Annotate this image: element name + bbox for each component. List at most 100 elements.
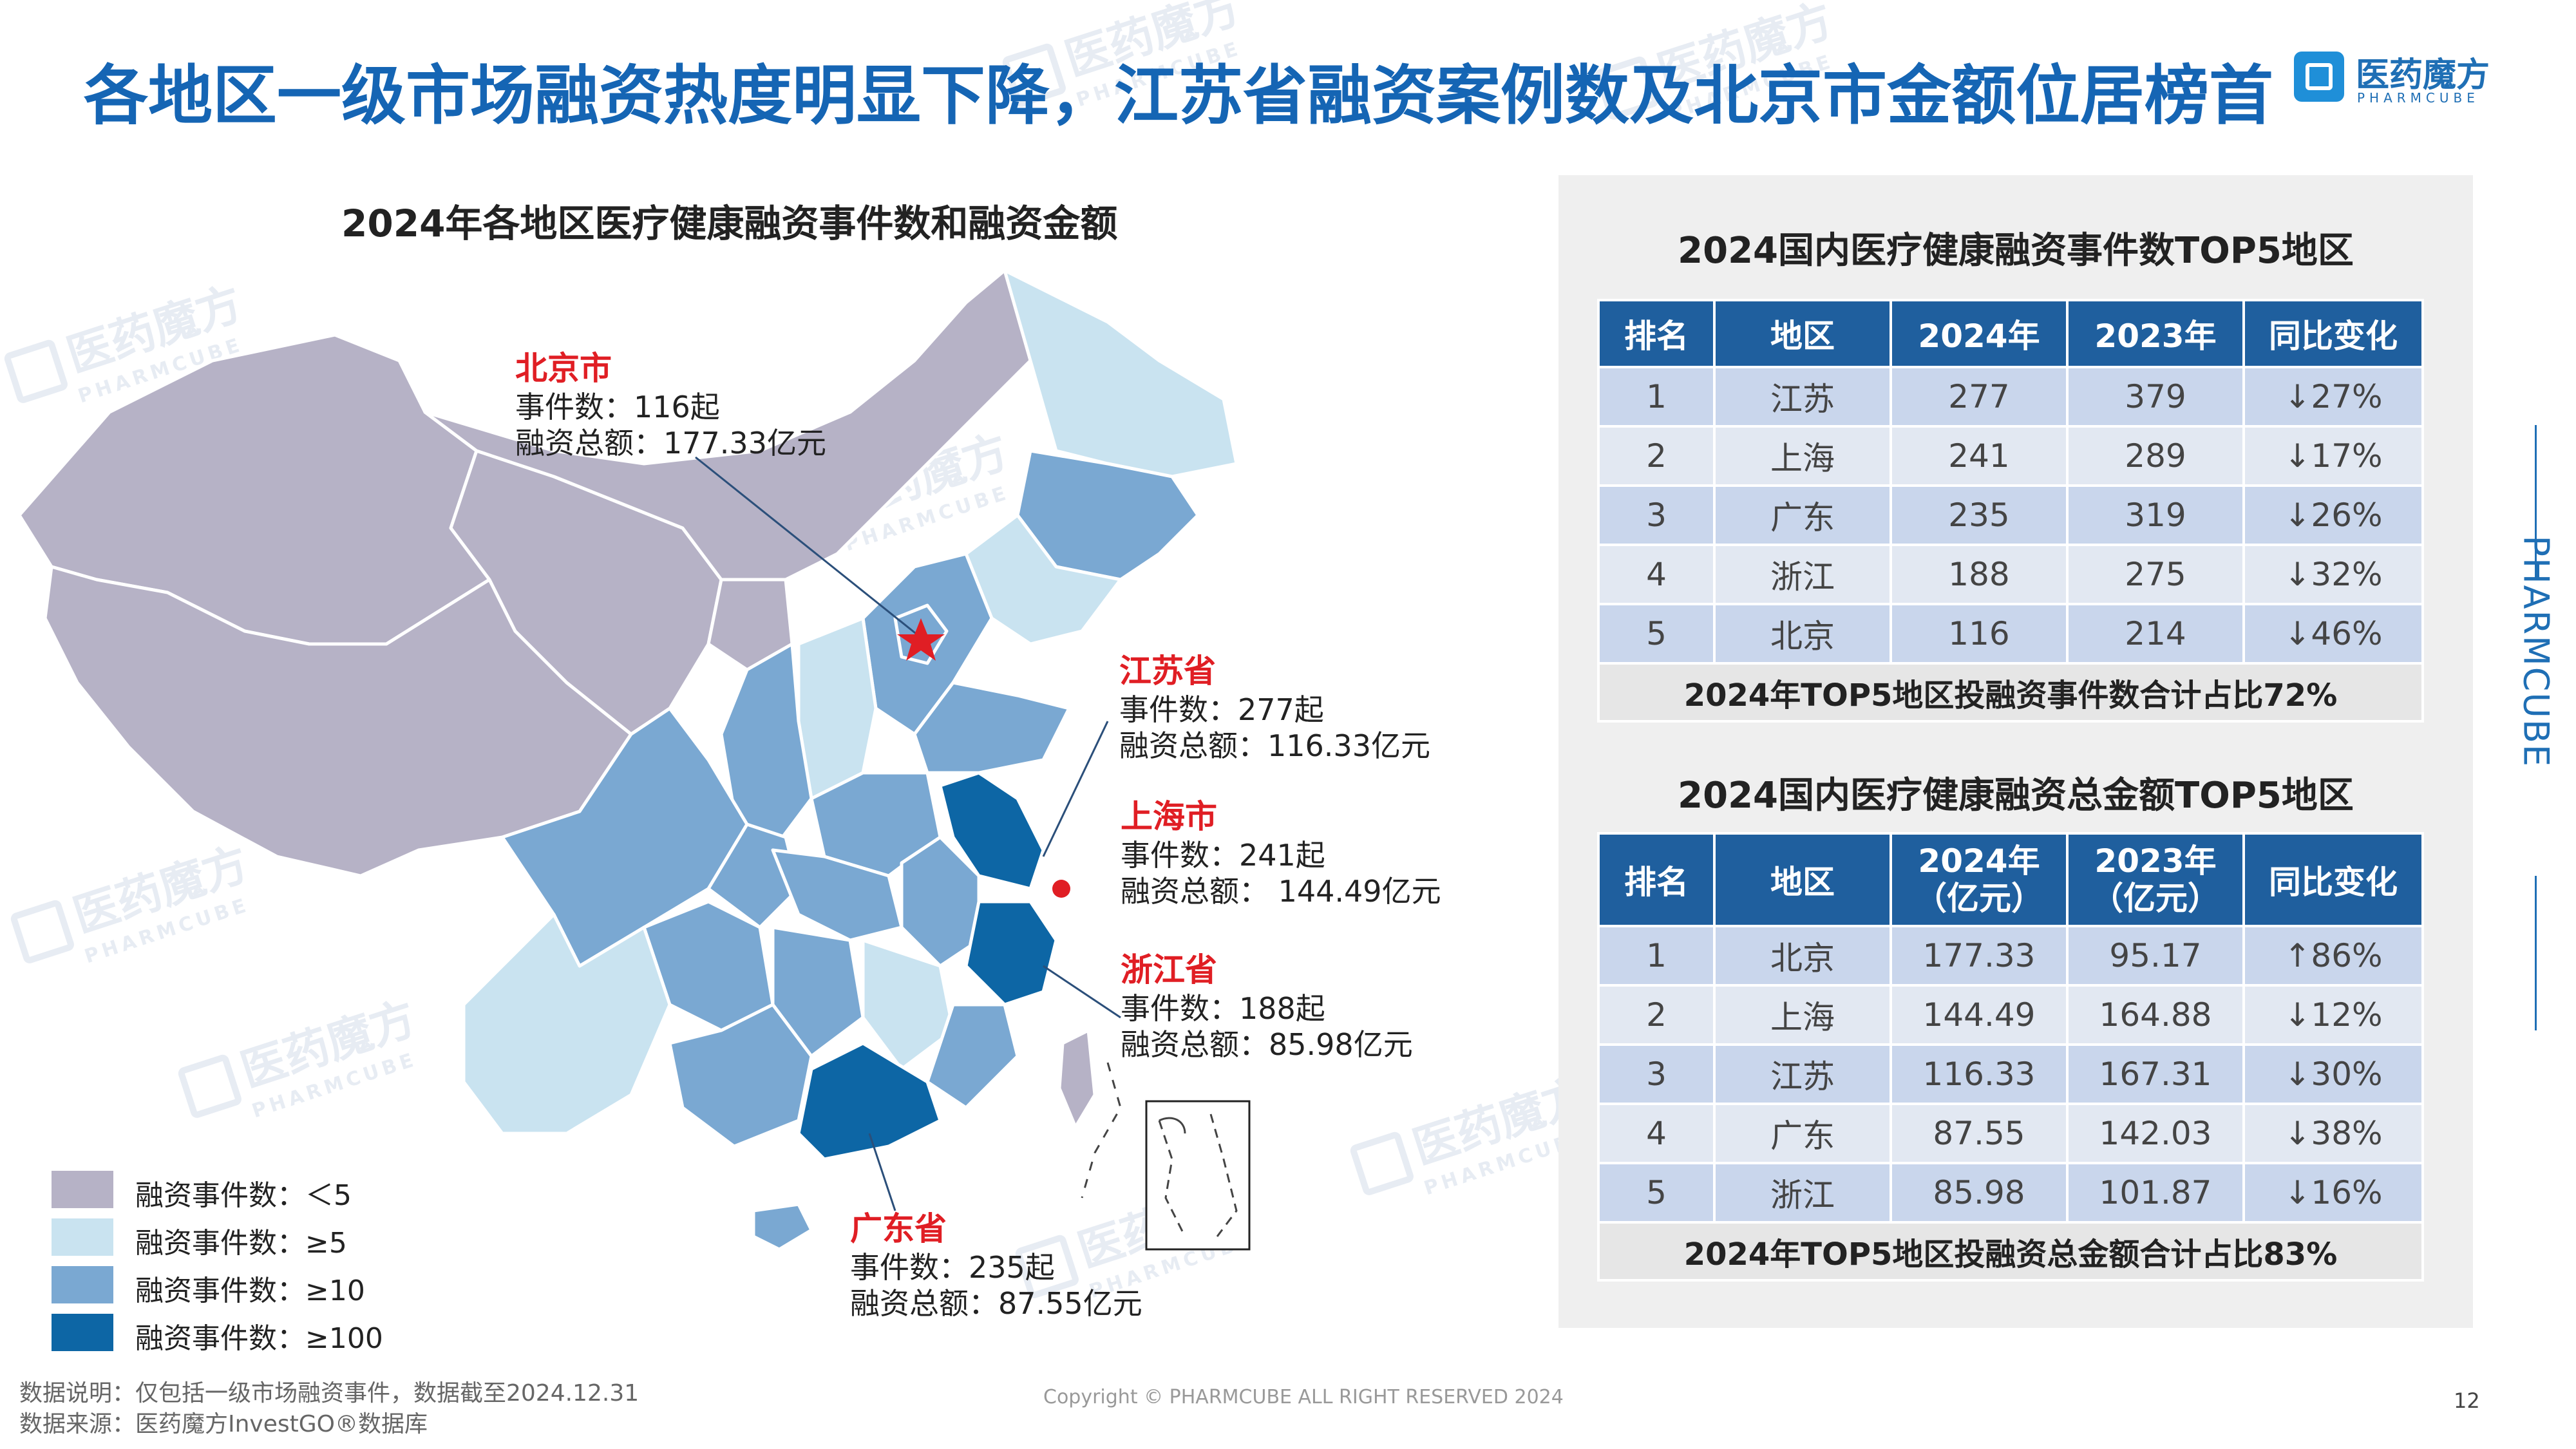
table-cell: 3: [1597, 484, 1716, 546]
table-cell: 116.33: [1889, 1043, 2069, 1105]
region-zhejiang: [964, 900, 1058, 1007]
side-brand-label: PHARMCUBE: [2515, 535, 2557, 768]
table-cell: 4: [1597, 544, 1716, 605]
brand-name: 医药魔方: [2356, 56, 2490, 95]
shanghai-dot-icon: [1052, 880, 1070, 898]
table-cell: 177.33: [1889, 925, 2069, 987]
region-fujian: [925, 1003, 1019, 1110]
callout-events: 事件数：241起: [1121, 838, 1325, 873]
header-change: 同比变化: [2242, 832, 2424, 927]
table-row: 2 上海 241 289 ↓17%: [1597, 425, 2424, 487]
table-row: 2 上海 144.49 164.88 ↓12%: [1597, 984, 2424, 1046]
summary-row: 2024年TOP5地区投融资事件数合计占比72%: [1597, 662, 2424, 723]
header-region: 地区: [1713, 832, 1892, 927]
table-cell: ↓46%: [2242, 603, 2424, 665]
callout-name: 上海市: [1121, 798, 1217, 835]
callout-beijing: 北京市 事件数：116起 融资总额：177.33亿元: [515, 348, 826, 461]
table-cell: 5: [1597, 1162, 1716, 1224]
table-cell: ↑86%: [2242, 925, 2424, 987]
divider: [2535, 425, 2537, 580]
summary-cell: 2024年TOP5地区投融资事件数合计占比72%: [1597, 662, 2424, 723]
events-table: 排名 地区 2024年 2023年 同比变化 1 江苏 277 379 ↓27% 2 上海 2…: [1597, 299, 2424, 723]
region-guangdong: [797, 1041, 942, 1161]
sea-dash-line: [1081, 1062, 1122, 1198]
callout-amount: 融资总额：85.98亿元: [1121, 1027, 1413, 1062]
table-cell: 214: [2066, 603, 2245, 665]
beijing-star-icon: [897, 618, 945, 661]
table-cell: 188: [1889, 544, 2069, 605]
header-2024: 2024年 （亿元）: [1889, 832, 2069, 927]
header-2024: 2024年: [1889, 299, 2069, 368]
callout-amount: 融资总额： 144.49亿元: [1121, 874, 1441, 909]
table-cell: 87.55: [1889, 1103, 2069, 1164]
header-region: 地区: [1713, 299, 1892, 368]
callout-events: 事件数：116起: [515, 390, 720, 424]
callout-name: 北京市: [515, 350, 612, 387]
cube-logo-icon: [2294, 52, 2344, 102]
table-cell: 275: [2066, 544, 2245, 605]
page-number: 12: [2454, 1388, 2480, 1413]
table-cell: ↓27%: [2242, 366, 2424, 428]
table-cell: ↓32%: [2242, 544, 2424, 605]
table-cell: 广东: [1713, 484, 1892, 546]
amount-table-title: 2024国内医疗健康融资总金额TOP5地区: [1678, 775, 2354, 817]
table-cell: 浙江: [1713, 1162, 1892, 1224]
table-cell: 2: [1597, 984, 1716, 1046]
region-jiangsu: [938, 771, 1045, 891]
legend-swatch: [52, 1266, 113, 1303]
table-cell: 235: [1889, 484, 2069, 546]
table-cell: ↓17%: [2242, 425, 2424, 487]
legend-swatch: [52, 1171, 113, 1208]
region-inner-mongolia: [423, 269, 1058, 582]
table-cell: 1: [1597, 925, 1716, 987]
table-row: 1 江苏 277 379 ↓27%: [1597, 366, 2424, 428]
table-header-row: 排名 地区 2024年 2023年 同比变化: [1597, 299, 2424, 368]
table-cell: 319: [2066, 484, 2245, 546]
callout-amount: 融资总额：116.33亿元: [1119, 728, 1430, 763]
table-cell: 5: [1597, 603, 1716, 665]
divider: [2535, 876, 2537, 1030]
region-liaoning: [964, 513, 1122, 646]
callout-name: 江苏省: [1119, 652, 1216, 690]
region-shandong: [913, 681, 1071, 775]
table-cell: ↓38%: [2242, 1103, 2424, 1164]
table-cell: 289: [2066, 425, 2245, 487]
table-cell: 1: [1597, 366, 1716, 428]
side-brand: PHARMCUBE: [2510, 425, 2562, 1030]
table-cell: 广东: [1713, 1103, 1892, 1164]
table-cell: 3: [1597, 1043, 1716, 1105]
region-heilongjiang: [1003, 269, 1238, 478]
region-shaanxi: [719, 642, 813, 852]
footnote-data-note: 数据说明：仅包括一级市场融资事件，数据截至2024.12.31: [19, 1380, 639, 1406]
brand-english: PHARMCUBE: [2357, 90, 2479, 106]
callout-name: 广东省: [850, 1210, 947, 1247]
table-cell: 95.17: [2066, 925, 2245, 987]
region-hunan: [771, 925, 865, 1058]
table-cell: 北京: [1713, 603, 1892, 665]
region-hainan: [752, 1202, 813, 1251]
table-cell: ↓16%: [2242, 1162, 2424, 1224]
region-guangxi: [668, 1003, 813, 1148]
callout-amount: 融资总额：177.33亿元: [515, 426, 826, 460]
copyright: Copyright © PHARMCUBE ALL RIGHT RESERVED…: [1043, 1386, 1564, 1408]
brand-logo: 医药魔方 PHARMCUBE: [2294, 46, 2506, 111]
legend-label: 融资事件数：≥5: [135, 1227, 347, 1260]
table-cell: 116: [1889, 603, 2069, 665]
table-cell: 江苏: [1713, 366, 1892, 428]
legend-swatch: [52, 1218, 113, 1256]
table-row: 4 广东 87.55 142.03 ↓38%: [1597, 1103, 2424, 1164]
footnote-source: 数据来源：医药魔方InvestGO®数据库: [19, 1411, 428, 1437]
leader-jiangsu: [1042, 721, 1109, 857]
callout-events: 事件数：188起: [1121, 991, 1325, 1026]
legend-swatch: [52, 1314, 113, 1351]
header-rank: 排名: [1597, 299, 1716, 368]
callout-name: 浙江省: [1121, 951, 1217, 989]
table-cell: 101.87: [2066, 1162, 2245, 1224]
footnote: 数据说明：仅包括一级市场融资事件，数据截至2024.12.31 数据来源：医药魔…: [19, 1378, 639, 1440]
table-cell: 167.31: [2066, 1043, 2245, 1105]
header-2023: 2023年: [2066, 299, 2245, 368]
table-cell: 4: [1597, 1103, 1716, 1164]
region-hubei: [771, 848, 904, 942]
table-cell: 379: [2066, 366, 2245, 428]
callout-zhejiang: 浙江省 事件数：188起 融资总额：85.98亿元: [1121, 949, 1413, 1063]
